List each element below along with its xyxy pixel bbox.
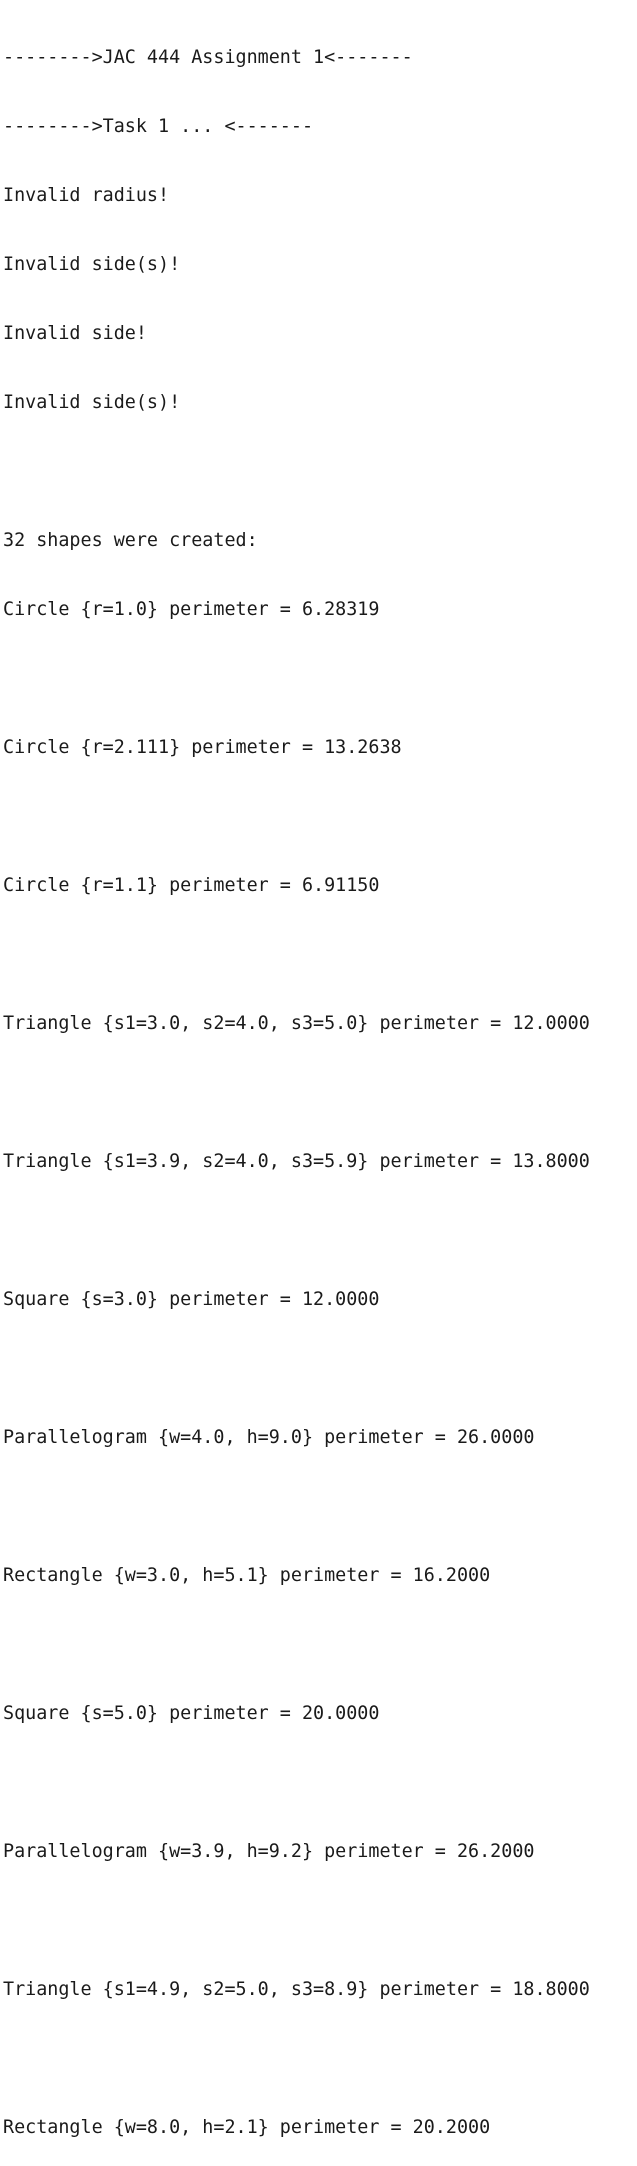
blank-line: [3, 460, 637, 483]
header-line: -------->JAC 444 Assignment 1<-------: [3, 47, 413, 68]
shape-line: Parallelogram {w=4.0, h=9.0} perimeter =…: [3, 1427, 535, 1448]
shape-line: Triangle {s1=3.0, s2=4.0, s3=5.0} perime…: [3, 1013, 590, 1034]
shape-line: Square {s=3.0} perimeter = 12.0000: [3, 1289, 380, 1310]
shape-line: Circle {r=1.1} perimeter = 6.91150: [3, 875, 380, 896]
shape-line: Rectangle {w=3.0, h=5.1} perimeter = 16.…: [3, 1565, 491, 1586]
header-line: -------->Task 1 ... <-------: [3, 116, 314, 137]
blank-line: [3, 1633, 637, 1656]
shape-line: Rectangle {w=8.0, h=2.1} perimeter = 20.…: [3, 2117, 491, 2138]
error-line: Invalid side(s)!: [3, 254, 181, 275]
error-line: Invalid side!: [3, 323, 147, 344]
shape-line: Square {s=5.0} perimeter = 20.0000: [3, 1703, 380, 1724]
summary-line: 32 shapes were created:: [3, 530, 258, 551]
blank-line: [3, 1081, 637, 1104]
blank-line: [3, 1909, 637, 1932]
shape-line: Circle {r=2.111} perimeter = 13.2638: [3, 737, 402, 758]
blank-line: [3, 667, 637, 690]
shape-line: Parallelogram {w=3.9, h=9.2} perimeter =…: [3, 1841, 535, 1862]
error-line: Invalid side(s)!: [3, 392, 181, 413]
blank-line: [3, 2047, 637, 2070]
blank-line: [3, 805, 637, 828]
error-line: Invalid radius!: [3, 185, 170, 206]
blank-line: [3, 1771, 637, 1794]
blank-line: [3, 1219, 637, 1242]
shape-line: Circle {r=1.0} perimeter = 6.28319: [3, 599, 380, 620]
blank-line: [3, 1357, 637, 1380]
blank-line: [3, 943, 637, 966]
shape-line: Triangle {s1=4.9, s2=5.0, s3=8.9} perime…: [3, 1979, 590, 2000]
console-output: -------->JAC 444 Assignment 1<------- --…: [3, 47, 637, 2138]
shape-line: Triangle {s1=3.9, s2=4.0, s3=5.9} perime…: [3, 1151, 590, 1172]
blank-line: [3, 1495, 637, 1518]
